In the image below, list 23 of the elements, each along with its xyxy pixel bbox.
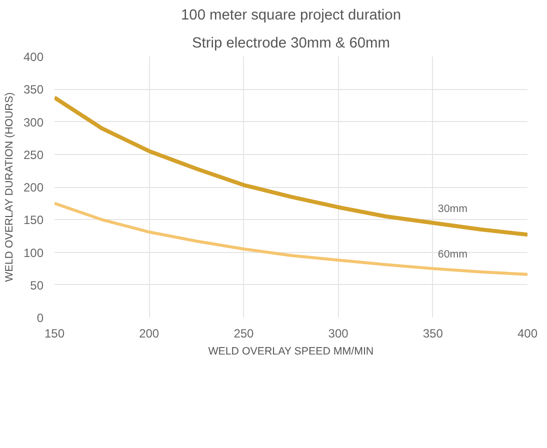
- line-series: [54, 96, 528, 237]
- y-tick-label: 50: [30, 278, 44, 292]
- y-tick-label: 350: [23, 82, 44, 97]
- x-tick-label: 400: [517, 326, 538, 340]
- y-tick-label: 150: [23, 213, 44, 228]
- chart-title: 100 meter square project duration: [181, 8, 401, 24]
- y-tick-label: 400: [23, 50, 44, 64]
- x-tick-label: 200: [139, 326, 160, 340]
- series-label: 60mm: [438, 248, 468, 261]
- x-tick-label: 150: [44, 326, 65, 340]
- chart-subtitle: Strip electrode 30mm & 60mm: [192, 36, 390, 52]
- series-label: 30mm: [438, 202, 468, 215]
- y-tick-label: 0: [36, 311, 44, 325]
- x-tick-label: 250: [234, 326, 254, 340]
- line-series: [54, 202, 528, 276]
- x-axis-title: WELD OVERLAY SPEED MM/MIN: [208, 346, 374, 358]
- y-axis-title: WELD OVERLAY DURATION (HOURS): [3, 92, 16, 282]
- y-tick-label: 250: [23, 148, 44, 162]
- x-tick-label: 300: [328, 326, 349, 340]
- y-tick-label: 300: [23, 115, 44, 130]
- x-tick-label: 350: [422, 326, 444, 340]
- y-tick-label: 100: [23, 246, 44, 260]
- y-tick-label: 200: [23, 180, 44, 194]
